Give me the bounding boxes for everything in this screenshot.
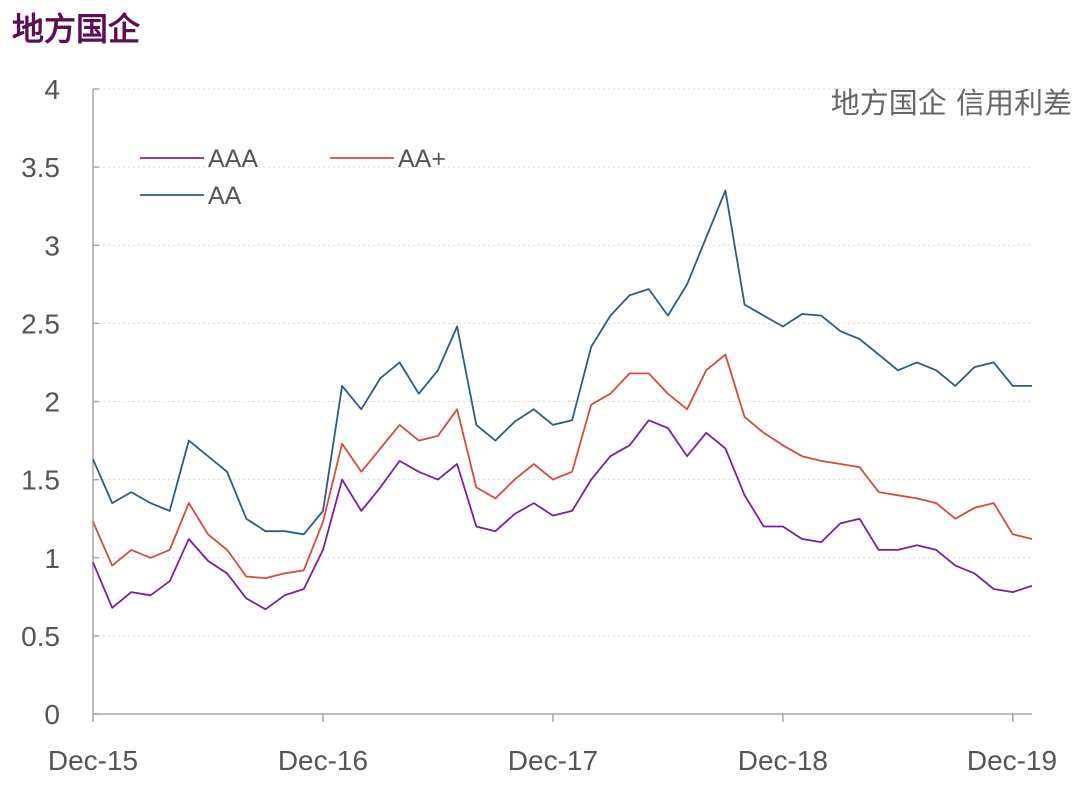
legend: AAA AA+ AA xyxy=(140,145,446,210)
x-tick-label: Dec-19 xyxy=(967,745,1057,776)
x-tick-label: Dec-15 xyxy=(48,745,138,776)
gridlines xyxy=(93,88,1032,637)
x-tick-label: Dec-16 xyxy=(278,745,368,776)
y-tick-label: 1.5 xyxy=(21,465,60,496)
y-tick-label: 3.5 xyxy=(21,152,60,183)
axes xyxy=(92,88,1032,715)
y-tick-label: 3 xyxy=(44,230,60,261)
x-tick-label: Dec-18 xyxy=(738,745,828,776)
y-tick-label: 1 xyxy=(44,543,60,574)
y-tick-label: 2 xyxy=(44,387,60,418)
y-axis-ticks: 0 0.5 1 1.5 2 2.5 3 3.5 4 xyxy=(21,74,60,730)
legend-label: AA xyxy=(208,182,242,210)
y-tick-label: 0.5 xyxy=(21,621,60,652)
y-tick-label: 0 xyxy=(44,699,60,730)
series-line-aaa xyxy=(92,419,1033,611)
series-line-aaplus xyxy=(92,353,1033,579)
y-tick-label: 4 xyxy=(44,74,60,105)
legend-label: AAA xyxy=(208,145,258,173)
legend-label: AA+ xyxy=(398,145,446,173)
x-axis-ticks: Dec-15 Dec-16 Dec-17 Dec-18 Dec-19 xyxy=(48,714,1057,776)
series-line-aa xyxy=(92,189,1032,536)
page-title: 地方国企 xyxy=(12,10,141,48)
series-lines xyxy=(92,189,1033,611)
x-tick-label: Dec-17 xyxy=(508,745,598,776)
chart-annotation: 地方国企 信用利差 xyxy=(831,86,1072,120)
y-tick-label: 2.5 xyxy=(21,308,60,339)
